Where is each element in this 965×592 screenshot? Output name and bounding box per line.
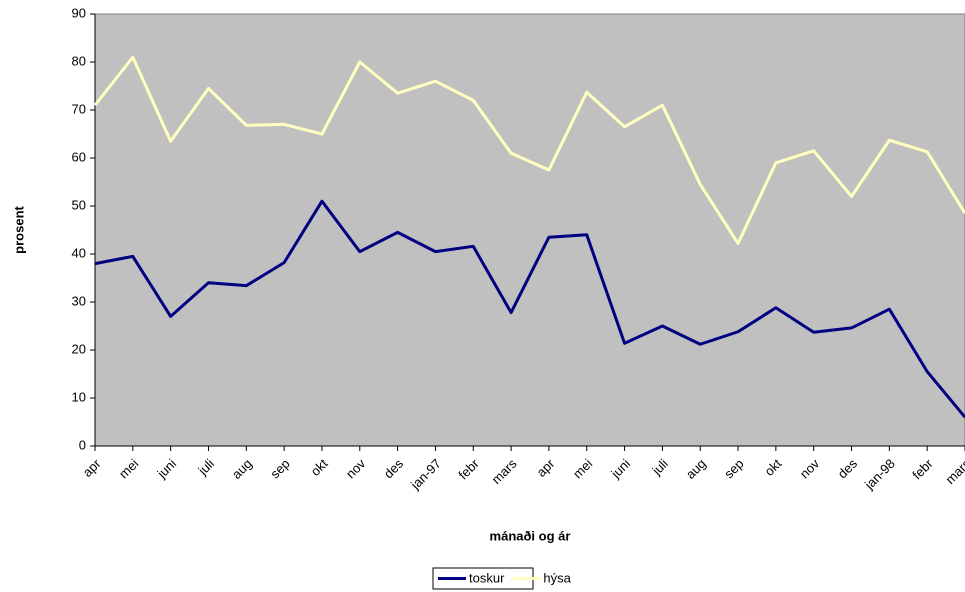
x-tick-label: febr (455, 455, 482, 482)
y-tick-label: 0 (79, 437, 86, 452)
x-tick-label: nov (797, 456, 823, 482)
y-tick-label: 20 (72, 341, 86, 356)
legend-label: hýsa (543, 570, 571, 585)
x-tick-label: jan-97 (407, 456, 444, 493)
y-tick-label: 70 (72, 101, 86, 116)
x-tick-label: jan-98 (861, 456, 898, 493)
x-tick-label: okt (308, 456, 331, 479)
x-tick-label: mars (489, 456, 520, 487)
y-axis-title: prosent (11, 205, 26, 253)
y-tick-label: 60 (72, 149, 86, 164)
y-tick-label: 30 (72, 293, 86, 308)
x-tick-label: des (381, 456, 407, 482)
y-tick-label: 10 (72, 389, 86, 404)
x-axis-title: mánaði og ár (490, 528, 571, 543)
y-tick-label: 40 (72, 245, 86, 260)
legend-label: toskur (469, 570, 505, 585)
x-tick-label: aug (229, 456, 255, 482)
x-tick-label: juni (154, 456, 180, 482)
x-tick-label: okt (762, 456, 785, 479)
x-tick-label: juli (648, 456, 671, 479)
line-series (93, 55, 965, 245)
x-tick-label: mei (570, 456, 595, 481)
x-tick-label: mars (943, 456, 965, 487)
x-tick-label: juli (194, 456, 217, 479)
x-tick-label: febr (909, 455, 936, 482)
x-tick-label: apr (534, 455, 558, 479)
x-tick-label: des (835, 456, 861, 482)
y-tick-label: 90 (72, 5, 86, 20)
plot-area (94, 13, 965, 447)
x-tick-label: mei (116, 456, 141, 481)
x-tick-label: juni (607, 456, 633, 482)
line-series (94, 199, 965, 419)
x-tick-label: aug (683, 456, 709, 482)
x-tick-label: sep (721, 456, 746, 481)
y-tick-label: 50 (72, 197, 86, 212)
y-tick-label: 80 (72, 53, 86, 68)
x-tick-label: apr (80, 455, 104, 479)
x-tick-label: sep (267, 456, 292, 481)
x-tick-label: nov (343, 456, 369, 482)
